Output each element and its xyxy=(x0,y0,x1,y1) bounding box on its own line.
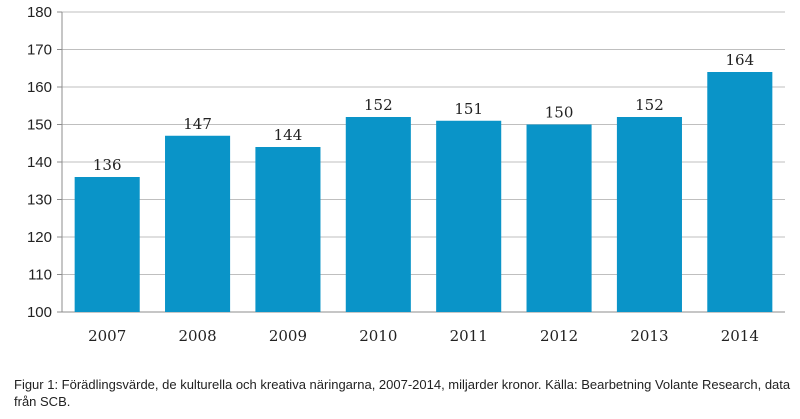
data-label-2014: 164 xyxy=(725,51,754,69)
x-tick-label-2007: 2007 xyxy=(88,327,126,345)
bars xyxy=(74,72,773,312)
figure-caption: Figur 1: Förädlingsvärde, de kulturella … xyxy=(14,377,791,409)
bar-2008 xyxy=(165,135,231,312)
y-axis-tick-labels: 100 110 120 130 140 150 160 170 180 xyxy=(27,4,52,321)
y-tick-label: 170 xyxy=(27,42,52,59)
data-label-2011: 151 xyxy=(454,100,483,118)
data-label-2012: 150 xyxy=(545,104,574,122)
x-tick-label-2012: 2012 xyxy=(540,327,578,345)
x-axis-tick-labels: 2007 2008 2009 2010 2011 2012 2013 2014 xyxy=(88,327,759,345)
data-labels: 136 147 144 152 151 150 152 164 xyxy=(93,51,754,174)
data-label-2007: 136 xyxy=(93,156,122,174)
bar-2014 xyxy=(707,72,773,312)
y-tick-label: 180 xyxy=(27,4,52,21)
bar-2007 xyxy=(74,177,140,312)
x-tick-label-2013: 2013 xyxy=(630,327,668,345)
y-tick-label: 160 xyxy=(27,79,52,96)
data-label-2013: 152 xyxy=(635,96,664,114)
x-tick-label-2008: 2008 xyxy=(178,327,216,345)
y-tick-label: 110 xyxy=(28,267,52,284)
x-tick-label-2014: 2014 xyxy=(721,327,759,345)
bar-2011 xyxy=(436,120,502,312)
x-tick-label-2009: 2009 xyxy=(269,327,307,345)
y-tick-label: 120 xyxy=(27,229,52,246)
data-label-2009: 144 xyxy=(274,126,303,144)
bar-chart: 100 110 120 130 140 150 160 170 180 136 147 144 152… xyxy=(27,4,785,345)
x-tick-label-2010: 2010 xyxy=(359,327,397,345)
y-tick-label: 150 xyxy=(27,117,52,134)
bar-2013 xyxy=(616,117,682,312)
y-tick-label: 130 xyxy=(27,192,52,209)
bar-2012 xyxy=(526,124,592,312)
bar-2010 xyxy=(345,117,411,312)
y-tick-label: 100 xyxy=(27,304,52,321)
y-tick-label: 140 xyxy=(27,154,52,171)
bar-2009 xyxy=(255,147,321,312)
x-tick-label-2011: 2011 xyxy=(450,327,488,345)
data-label-2010: 152 xyxy=(364,96,393,114)
data-label-2008: 147 xyxy=(183,115,212,133)
